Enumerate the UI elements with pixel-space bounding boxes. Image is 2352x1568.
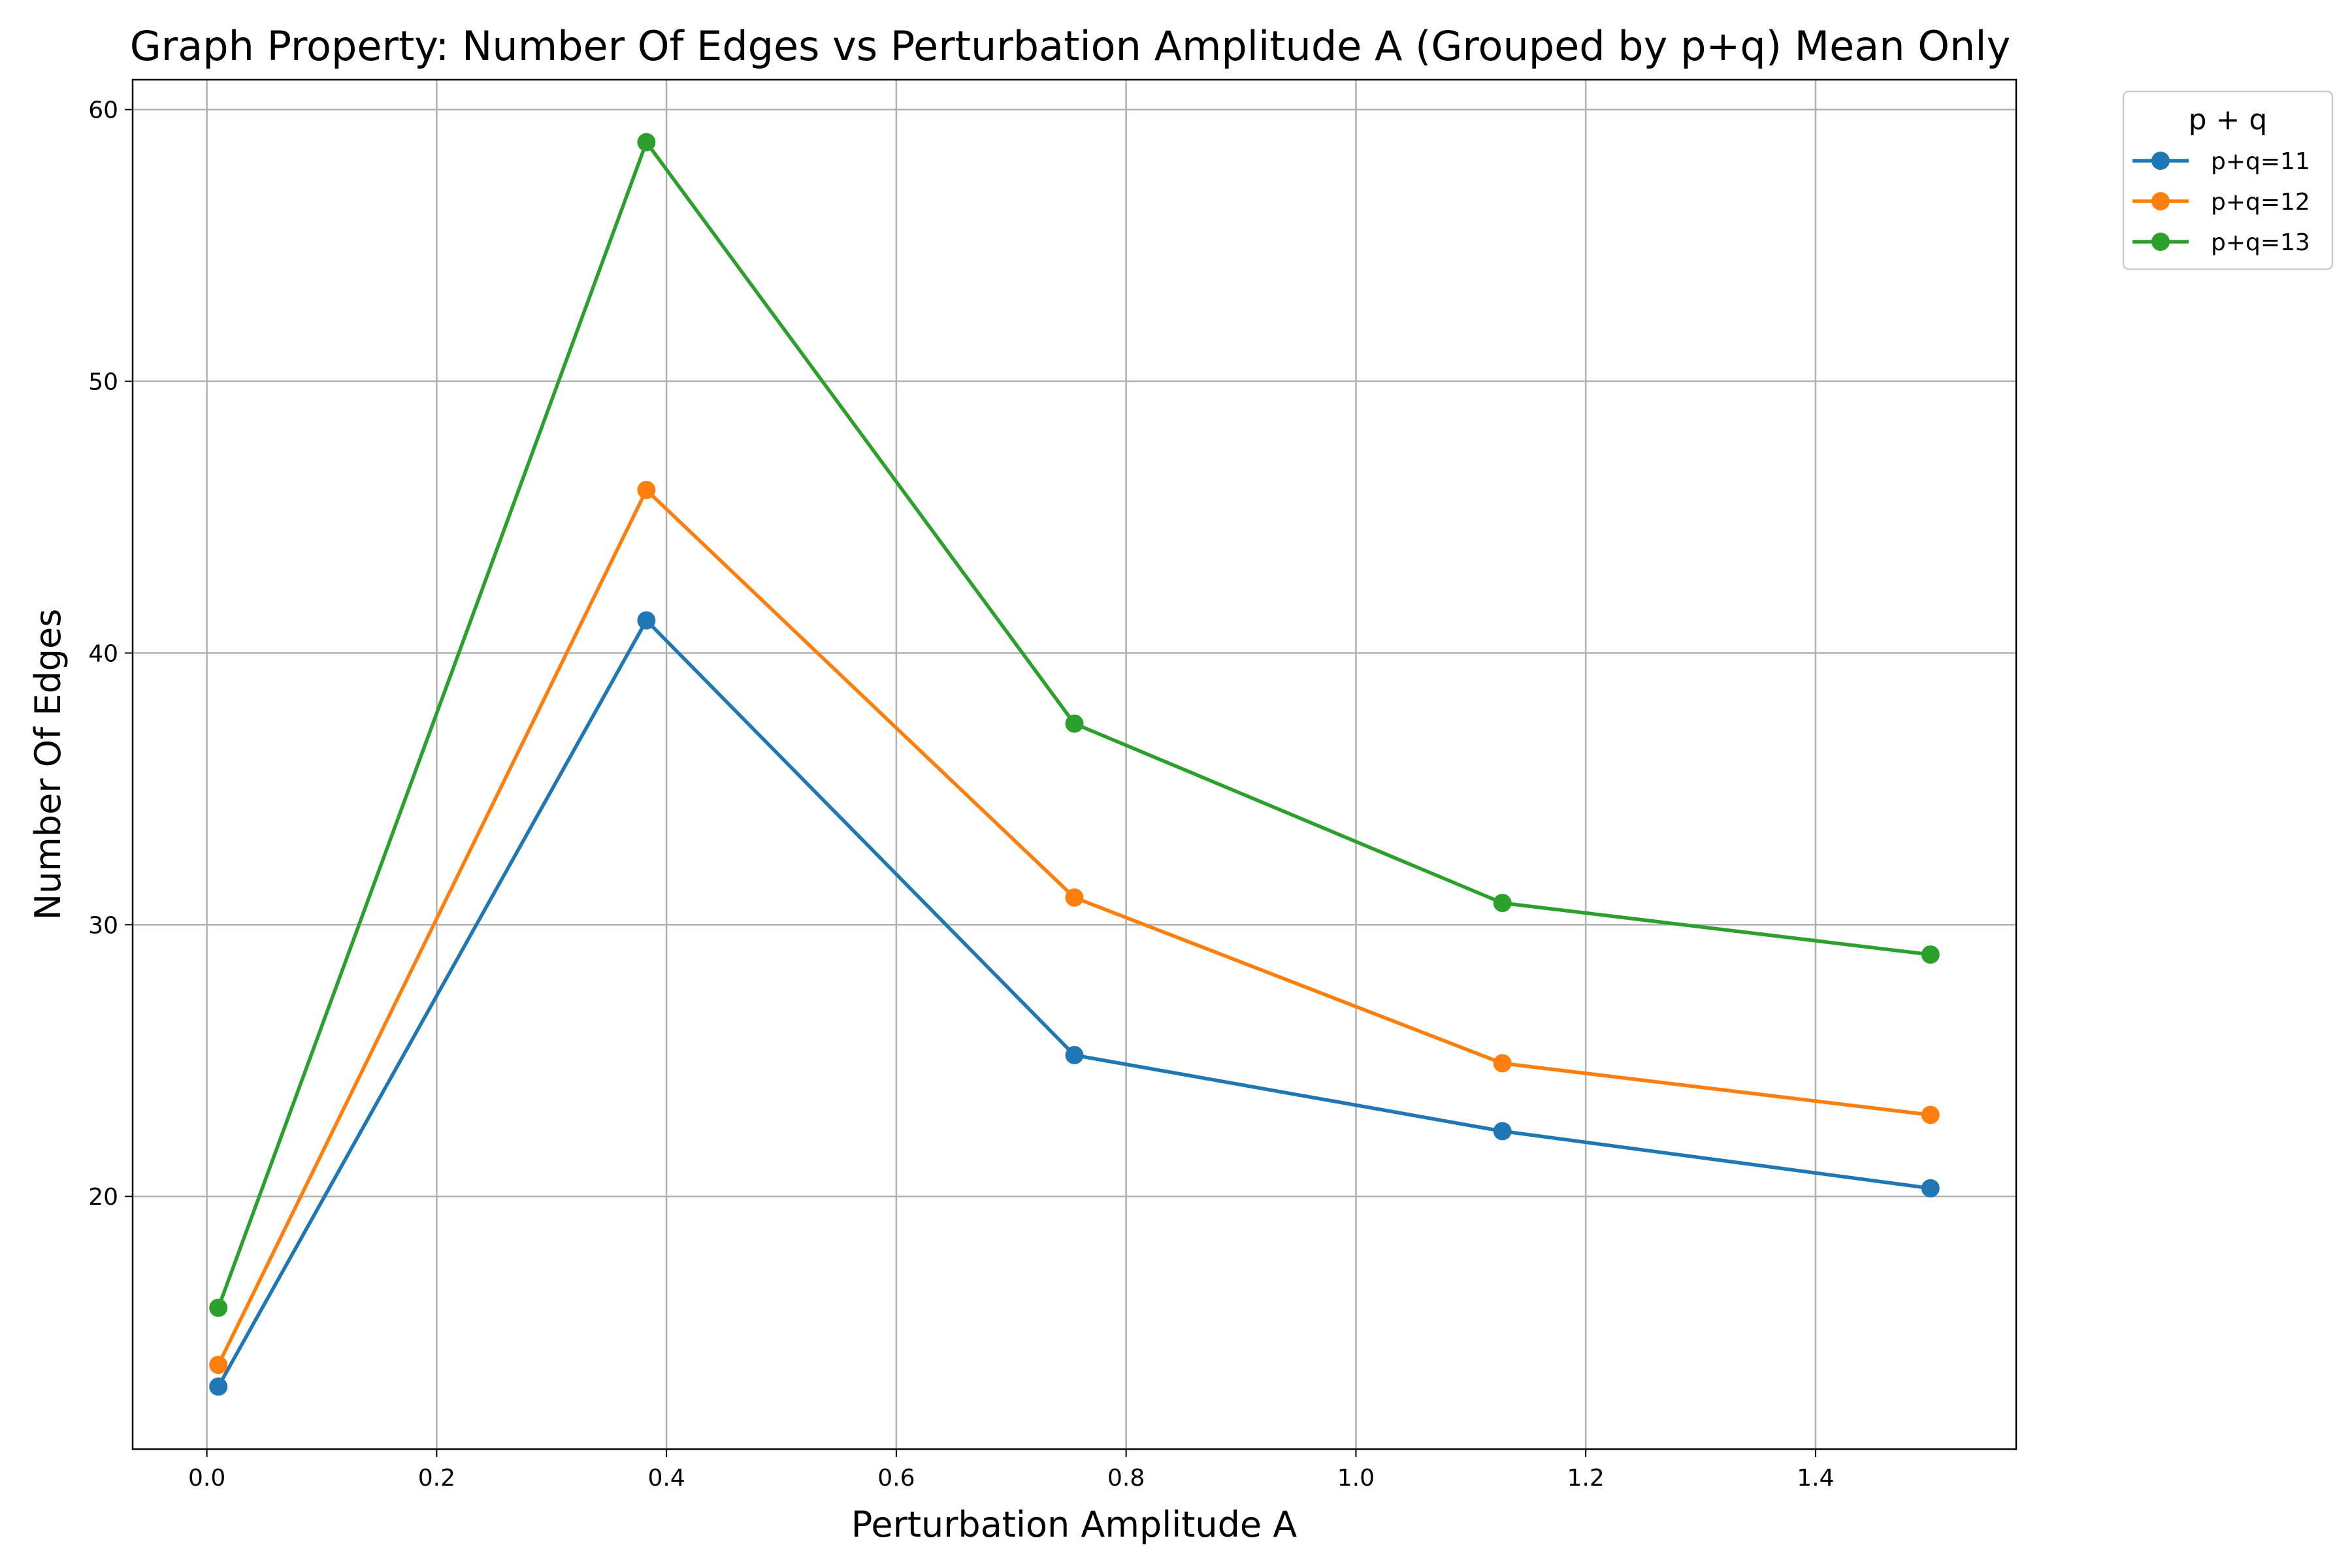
x-tick-label: 0.6 xyxy=(877,1465,915,1492)
y-tick-label: 40 xyxy=(88,640,118,667)
y-axis-ticks: 20 30 40 50 60 xyxy=(88,97,133,1211)
plot-frame xyxy=(131,78,2017,1450)
data-point-p-q-12 xyxy=(1493,1054,1512,1073)
legend-items: p+q=11 p+q=12 p+q=13 xyxy=(2132,148,2310,256)
series-p-q-13 xyxy=(209,133,1940,1317)
x-axis-label: Perturbation Amplitude A xyxy=(851,1504,1298,1545)
data-point-p-q-11 xyxy=(209,1377,228,1396)
x-tick-label: 1.4 xyxy=(1797,1465,1834,1492)
x-tick-label: 0.4 xyxy=(647,1465,685,1492)
data-point-p-q-11 xyxy=(1065,1045,1084,1064)
data-point-p-q-12 xyxy=(209,1356,228,1375)
series-p-q-12 xyxy=(209,480,1940,1375)
data-point-p-q-11 xyxy=(637,611,656,630)
y-tick-label: 30 xyxy=(88,912,118,939)
legend-swatch-marker xyxy=(2151,192,2170,210)
x-tick-label: 1.2 xyxy=(1567,1465,1605,1492)
y-tick-label: 50 xyxy=(88,369,118,396)
data-point-p-q-11 xyxy=(1921,1179,1940,1198)
y-tick-label: 60 xyxy=(88,97,118,124)
data-point-p-q-13 xyxy=(1921,945,1940,964)
x-tick-label: 0.2 xyxy=(418,1465,455,1492)
data-point-p-q-11 xyxy=(1493,1122,1512,1141)
data-point-p-q-12 xyxy=(637,480,656,499)
legend-item-p-q-12: p+q=12 xyxy=(2132,189,2310,216)
data-point-p-q-12 xyxy=(1065,888,1084,907)
data-point-p-q-13 xyxy=(637,133,656,152)
legend-item-p-q-11: p+q=11 xyxy=(2132,148,2310,175)
data-point-p-q-13 xyxy=(209,1298,228,1317)
legend-label: p+q=13 xyxy=(2211,229,2310,256)
data-point-p-q-13 xyxy=(1493,894,1512,913)
legend-item-p-q-13: p+q=13 xyxy=(2132,229,2310,256)
data-point-p-q-12 xyxy=(1921,1105,1940,1124)
x-tick-label: 0.8 xyxy=(1107,1465,1145,1492)
grid xyxy=(133,80,2016,1449)
legend-frame xyxy=(2122,90,2334,270)
series-p-q-11 xyxy=(209,611,1940,1396)
legend-swatch-marker xyxy=(2151,152,2170,170)
legend-label: p+q=12 xyxy=(2211,189,2310,216)
legend-label: p+q=11 xyxy=(2211,148,2310,175)
x-tick-label: 1.0 xyxy=(1337,1465,1375,1492)
legend-title: p + q xyxy=(2189,103,2268,137)
chart-title: Graph Property: Number Of Edges vs Pertu… xyxy=(130,22,2011,70)
series-layer xyxy=(209,133,1940,1396)
y-tick-label: 20 xyxy=(88,1184,118,1211)
y-axis-label: Number Of Edges xyxy=(27,609,69,921)
legend-swatch-marker xyxy=(2151,233,2170,251)
legend: p + q p+q=11 p+q=12 p+q=13 xyxy=(2122,90,2334,270)
x-tick-label: 0.0 xyxy=(188,1465,225,1492)
x-axis-ticks: 0.0 0.2 0.4 0.6 0.8 1.0 1.2 1.4 xyxy=(188,1449,1835,1492)
data-point-p-q-13 xyxy=(1065,714,1084,733)
